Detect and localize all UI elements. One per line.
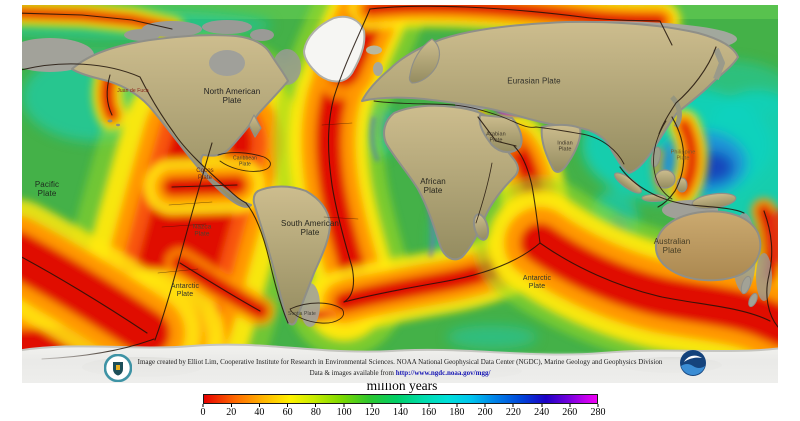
map-caption: Image created by Elliot Lim, Cooperative… (80, 357, 720, 378)
colorbar-gradient (203, 394, 598, 404)
plate-boundaries-layer (22, 5, 778, 360)
colorbar-tick: 220 (506, 404, 521, 418)
colorbar-tick: 40 (254, 404, 264, 418)
map-area: Pacific Plate North American Plate Eurasia… (22, 5, 778, 383)
map-image (22, 5, 778, 383)
colorbar-tick: 60 (283, 404, 293, 418)
continents-layer (71, 15, 762, 326)
colorbar-tick: 200 (478, 404, 493, 418)
colorbar-tick: 100 (337, 404, 352, 418)
colorbar-tick: 80 (311, 404, 321, 418)
ngdc-url[interactable]: http://www.ngdc.noaa.gov/mgg/ (395, 368, 491, 377)
colorbar-tick: 20 (226, 404, 236, 418)
caption-band (22, 351, 778, 383)
colorbar-ticks: 0 20 40 60 80 100 120 140 160 180 200 220 240 260 280 (201, 404, 606, 420)
colorbar-tick: 120 (365, 404, 380, 418)
colorbar-tick: 140 (393, 404, 408, 418)
caption-line2: Data & images available from http://www.… (309, 368, 491, 377)
colorbar-tick: 160 (421, 404, 436, 418)
colorbar-tick: 0 (201, 404, 206, 418)
caption-line1: Image created by Elliot Lim, Cooperative… (137, 358, 663, 366)
colorbar-tick: 260 (562, 404, 577, 418)
colorbar-tick: 180 (449, 404, 464, 418)
colorbar-tick: 240 (534, 404, 549, 418)
colorbar-tick: 280 (591, 404, 606, 418)
